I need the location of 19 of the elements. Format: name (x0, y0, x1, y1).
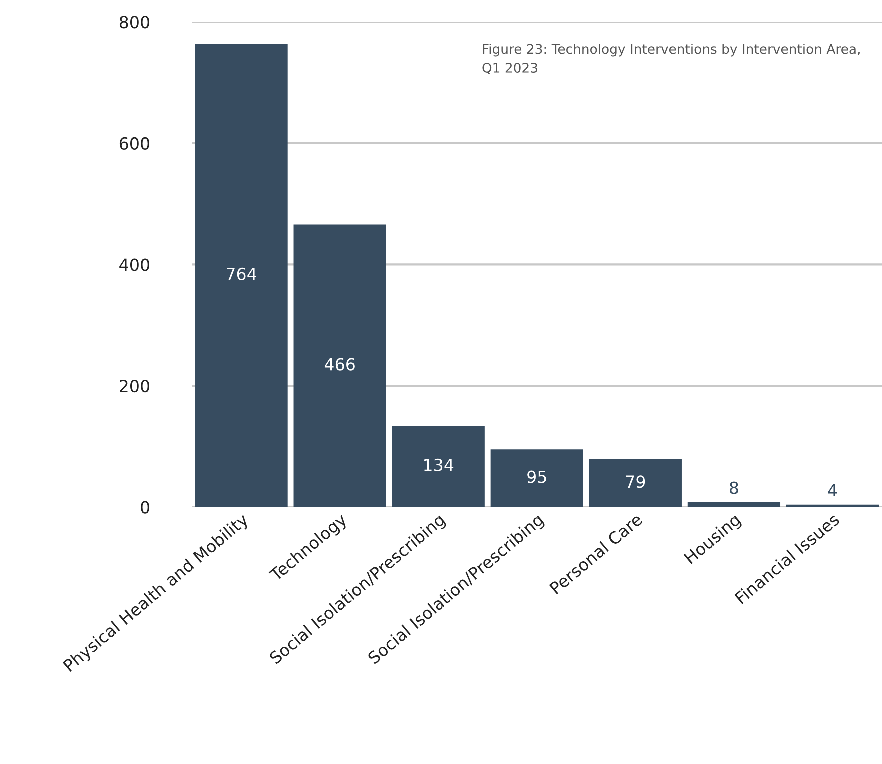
y-tick-label: 200 (120, 380, 150, 393)
bar (195, 44, 288, 508)
data-label: 79 (626, 476, 646, 488)
bar (294, 224, 386, 508)
data-label: 8 (730, 482, 738, 494)
bar (589, 459, 682, 508)
y-tick-label: 0 (141, 501, 150, 514)
y-tick-label: 600 (120, 137, 150, 150)
bar (688, 502, 781, 508)
text: Figure 23: Technology Interventions by Intervention Area, Q1 2023 (482, 44, 860, 74)
y-tick-label: 800 (120, 16, 150, 29)
data-label: 764 (227, 268, 257, 280)
data-label: 95 (528, 470, 546, 484)
data-label: 466 (324, 358, 355, 371)
data-label: 134 (424, 458, 454, 472)
data-label: 4 (828, 484, 838, 497)
bar (392, 426, 485, 508)
bar (490, 450, 584, 508)
y-tick-label: 400 (120, 258, 150, 272)
